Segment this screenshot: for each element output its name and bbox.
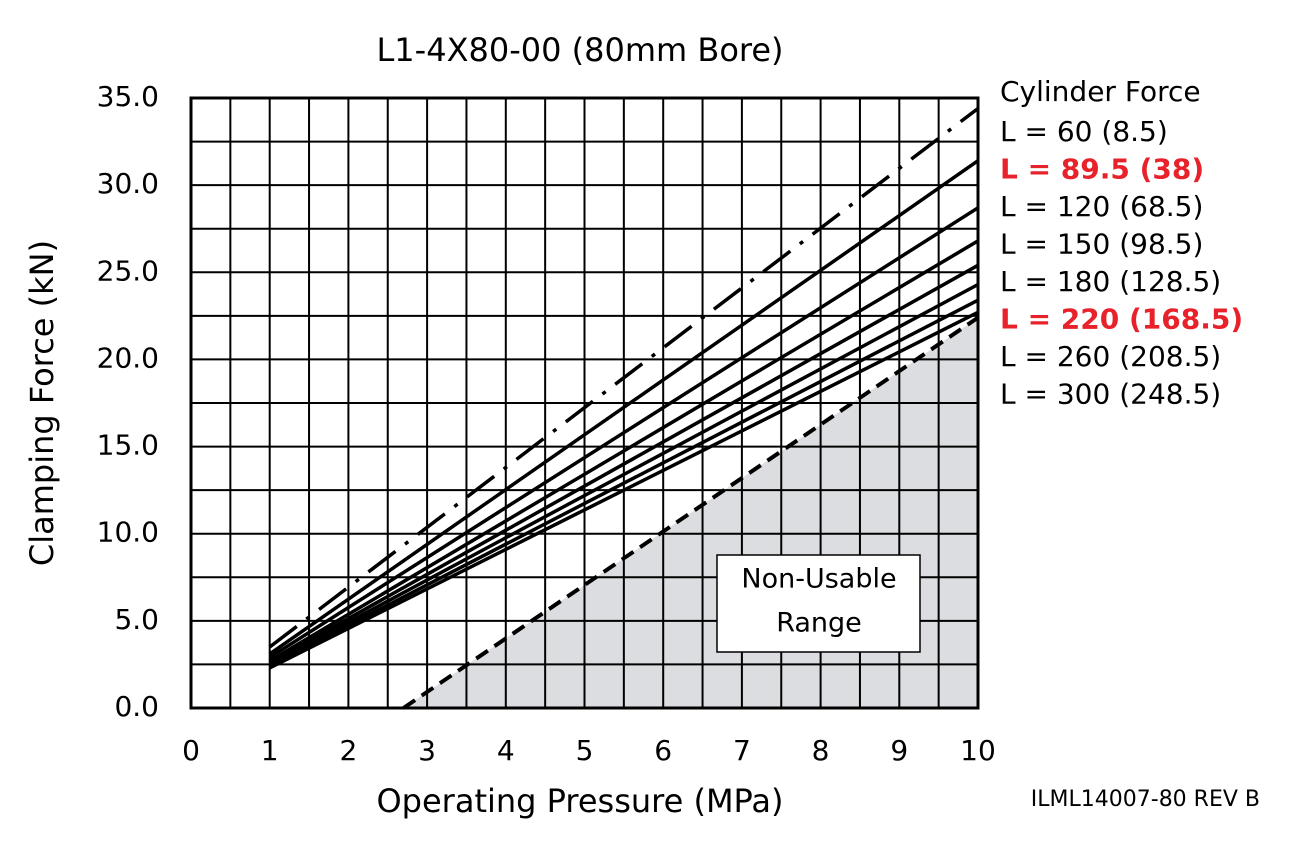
- legend-entry: L = 60 (8.5): [1000, 115, 1168, 148]
- legend-entry: L = 120 (68.5): [1000, 190, 1203, 223]
- y-axis-label: Clamping Force (kN): [23, 240, 61, 566]
- y-tick-label: 25.0: [97, 254, 159, 287]
- series-line: [268, 282, 979, 666]
- x-tick-label: 0: [182, 734, 200, 767]
- y-tick-label: 0.0: [114, 690, 159, 723]
- non-usable-label: Non-Usable: [741, 564, 896, 595]
- y-tick-label: 20.0: [97, 341, 159, 374]
- x-tick-label: 8: [812, 734, 830, 767]
- y-tick-label: 5.0: [114, 603, 159, 636]
- legend-title: Cylinder Force: [1000, 75, 1201, 108]
- series-line: [268, 206, 979, 659]
- x-tick-label: 7: [733, 734, 751, 767]
- series-line: [268, 310, 979, 670]
- series-line: [268, 298, 979, 668]
- y-tick-label: 10.0: [97, 516, 159, 549]
- x-tick-label: 10: [960, 734, 996, 767]
- series-line: [268, 107, 980, 649]
- x-tick-label: 4: [497, 734, 515, 767]
- x-tick-label: 2: [339, 734, 357, 767]
- legend-entry: L = 89.5 (38): [1000, 153, 1204, 186]
- legend-entry: L = 180 (128.5): [1000, 265, 1221, 298]
- x-tick-label: 5: [576, 734, 594, 767]
- legend-entry: L = 260 (208.5): [1000, 340, 1221, 373]
- footer-code: ILML14007-80 REV B: [1031, 787, 1260, 812]
- non-usable-boundary: [402, 315, 980, 710]
- chart-title: L1-4X80-00 (80mm Bore): [376, 31, 783, 69]
- x-tick-label: 9: [890, 734, 908, 767]
- x-tick-label: 6: [654, 734, 672, 767]
- x-axis-label: Operating Pressure (MPa): [376, 782, 783, 820]
- legend-entry: L = 150 (98.5): [1000, 228, 1203, 261]
- series-line: [268, 239, 979, 663]
- legend-entry: L = 300 (248.5): [1000, 378, 1221, 411]
- x-tick-label: 1: [261, 734, 279, 767]
- x-tick-label: 3: [418, 734, 436, 767]
- legend-entry: L = 220 (168.5): [1000, 303, 1243, 336]
- series-line: [268, 263, 979, 665]
- y-tick-label: 15.0: [97, 429, 159, 462]
- non-usable-label: Range: [776, 608, 862, 639]
- non-usable-box: [716, 554, 921, 653]
- series-line: [268, 159, 980, 656]
- plot-border: [189, 96, 980, 710]
- y-tick-label: 35.0: [97, 80, 159, 113]
- y-tick-label: 30.0: [97, 167, 159, 200]
